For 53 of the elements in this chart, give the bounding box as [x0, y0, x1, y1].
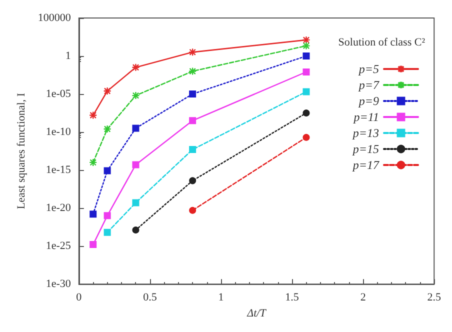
- point: [189, 206, 196, 214]
- point: [132, 161, 140, 168]
- legend-label: p=5: [358, 62, 379, 76]
- y-tick-label: 1e-25: [46, 240, 72, 252]
- point: [89, 158, 98, 167]
- legend-label: p=13: [352, 126, 379, 140]
- point: [104, 167, 111, 174]
- point: [103, 124, 112, 134]
- y-tick-label: 1e-15: [46, 164, 72, 176]
- point: [189, 146, 196, 154]
- x-axis-title: Δt/T: [246, 308, 267, 320]
- legend-label: p=15: [352, 142, 379, 156]
- point: [302, 36, 310, 44]
- point: [302, 134, 310, 141]
- point: [189, 117, 196, 124]
- point: [132, 124, 140, 132]
- point: [189, 90, 196, 98]
- x-tick-label: 0.5: [143, 292, 158, 304]
- point: [188, 48, 197, 56]
- point: [104, 212, 111, 220]
- legend-label: p=11: [352, 110, 379, 124]
- point: [302, 110, 310, 116]
- point: [302, 42, 310, 50]
- y-tick-label: 1e-05: [46, 88, 72, 100]
- point: [302, 52, 310, 60]
- point: [132, 199, 140, 206]
- point: [89, 111, 98, 120]
- point: [132, 226, 140, 234]
- x-tick-label: 2: [360, 292, 366, 304]
- point: [132, 91, 140, 100]
- point: [104, 228, 111, 236]
- point: [189, 177, 196, 184]
- x-tick-label: 2.5: [427, 292, 442, 304]
- point: [302, 68, 310, 76]
- point: [90, 241, 97, 248]
- point: [103, 86, 112, 96]
- point: [132, 63, 140, 72]
- legend-label: p=7: [358, 78, 380, 92]
- y-tick-label: 1e-10: [46, 126, 72, 138]
- x-tick-label: 0: [76, 292, 82, 304]
- x-tick-label: 1.5: [285, 292, 300, 304]
- point: [90, 210, 97, 218]
- y-axis-title: Least squares functional, I: [16, 92, 28, 210]
- legend-label: p=17: [352, 158, 380, 172]
- y-tick-label: 1e-20: [46, 202, 72, 214]
- y-tick-label: 1e-30: [46, 278, 72, 290]
- legend-label: p=9: [358, 94, 379, 108]
- y-tick-label: 100000: [38, 12, 72, 24]
- x-tick-label: 1: [218, 292, 224, 304]
- point: [302, 88, 310, 96]
- point: [188, 67, 197, 76]
- legend-title: Solution of class C²: [338, 36, 426, 48]
- y-tick-label: 1: [65, 50, 71, 62]
